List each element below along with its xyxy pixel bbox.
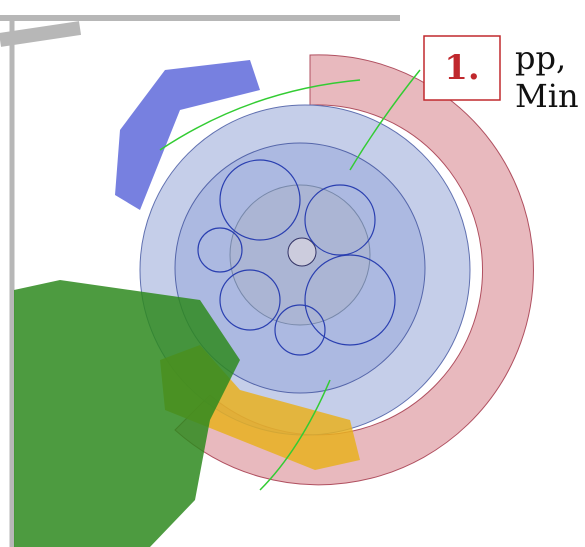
green-blocks [14,280,240,547]
caption-line: Min [515,78,579,114]
caption-line: pp, [515,40,566,76]
vertex [288,238,316,266]
badge-label: 1. [444,48,480,88]
page: 1. pp, Min [0,0,585,547]
event-display: 1. [0,0,585,547]
